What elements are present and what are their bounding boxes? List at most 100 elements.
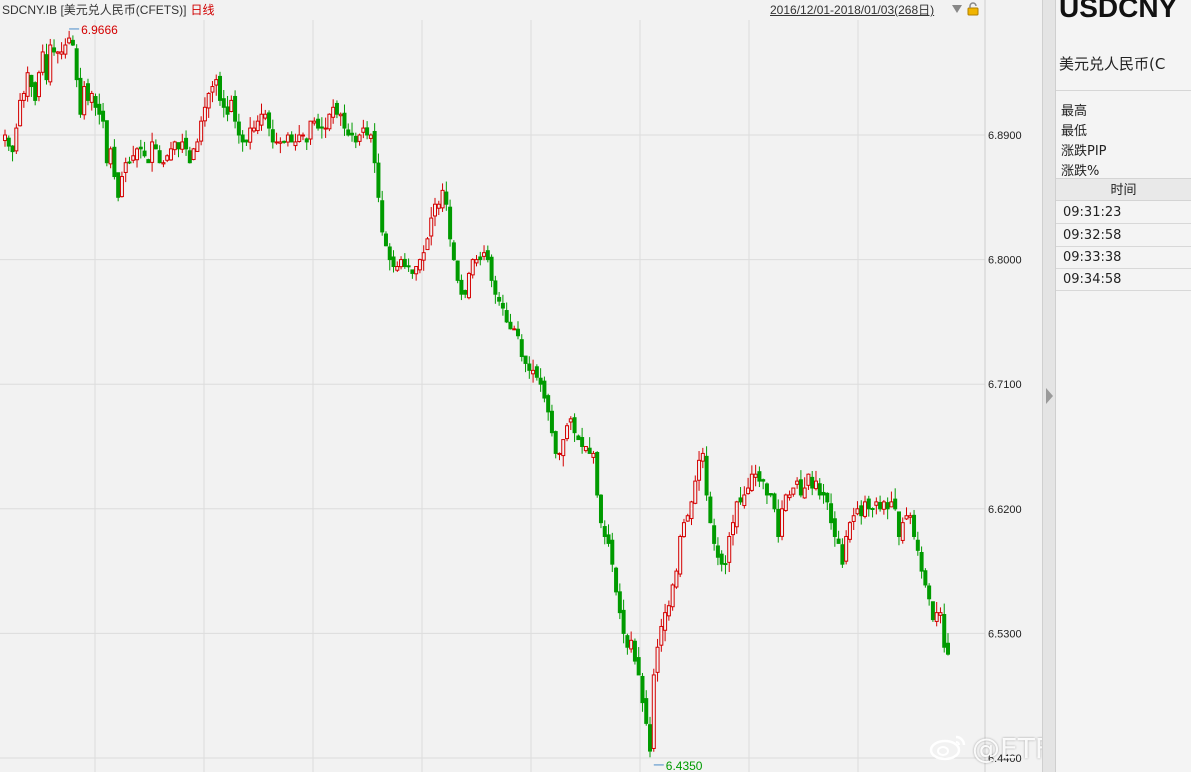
candle-body-up <box>693 480 698 504</box>
candle <box>10 145 15 162</box>
candle <box>791 487 796 497</box>
candle <box>206 92 211 118</box>
candle <box>240 130 245 152</box>
candle <box>414 266 419 281</box>
candle <box>29 74 34 97</box>
candle-body-up <box>474 259 479 264</box>
candle <box>482 245 487 261</box>
candle-body-up <box>195 141 200 152</box>
chart-area[interactable]: 6.8900 6.8000 6.7100 6.6200 6.5300 6.4400 6.96… <box>0 0 1163 772</box>
candle-body-down <box>523 355 528 364</box>
candle <box>738 487 743 505</box>
candle <box>101 102 106 129</box>
candle-body-down <box>708 496 713 524</box>
candlestick-chart[interactable]: 6.8900 6.8000 6.7100 6.6200 6.5300 6.4400 6.96… <box>0 0 1042 772</box>
candle-body-down <box>402 258 407 268</box>
candle <box>323 117 328 138</box>
candle-body-down <box>866 498 871 510</box>
candle-body-down <box>112 146 117 178</box>
candle-body-up <box>180 141 185 150</box>
time-row: 09:31:23 <box>1056 202 1191 224</box>
candle-body-down <box>508 321 513 330</box>
candle-body-down <box>85 83 90 101</box>
candle <box>14 123 19 155</box>
candle <box>813 470 818 491</box>
candle-body-down <box>78 77 83 115</box>
candle-body-up <box>855 508 860 515</box>
candle <box>297 125 302 143</box>
candle <box>787 490 792 501</box>
stat-high-label: 最高 <box>1061 104 1088 119</box>
candle <box>199 116 204 146</box>
candle <box>927 583 932 606</box>
candle-body-down <box>146 159 151 164</box>
collapse-arrow-icon[interactable] <box>1046 388 1053 404</box>
candle <box>855 501 860 516</box>
candle-body-up <box>583 446 588 452</box>
candle <box>693 475 698 505</box>
candle-body-up <box>399 259 404 268</box>
candle <box>644 690 649 726</box>
candle <box>663 603 668 642</box>
candle-body-down <box>383 233 388 247</box>
candle <box>455 260 460 284</box>
candle-body-up <box>278 141 283 144</box>
candle <box>704 446 709 501</box>
candle <box>938 607 943 624</box>
candle-body-down <box>138 146 143 150</box>
candle <box>470 258 475 279</box>
candle-body-up <box>199 120 204 142</box>
candle <box>485 245 490 263</box>
candle <box>274 132 279 145</box>
candle <box>523 355 528 373</box>
candle-body-down <box>221 98 226 108</box>
candle <box>410 269 415 279</box>
candle-body-down <box>553 431 558 454</box>
candle <box>874 497 879 515</box>
candle <box>402 253 407 269</box>
candle <box>527 356 532 379</box>
lock-icon[interactable] <box>966 2 980 16</box>
candle-body-down <box>334 102 339 115</box>
panel-divider[interactable] <box>1042 0 1056 772</box>
candle <box>629 631 634 653</box>
candle-body-up <box>297 134 302 142</box>
candle-body-up <box>557 452 562 455</box>
candle <box>82 81 87 120</box>
candle-body-down <box>342 112 347 129</box>
candle-body-down <box>946 642 950 655</box>
candle <box>131 145 136 164</box>
candle <box>289 131 294 143</box>
candle-body-down <box>836 538 841 544</box>
date-range-label[interactable]: 2016/12/01-2018/01/03(268日) <box>770 3 935 17</box>
candle-body-down <box>821 491 826 496</box>
candle-body-up <box>934 612 939 622</box>
candle <box>463 289 468 299</box>
candle-body-down <box>912 514 917 537</box>
candle <box>451 240 456 261</box>
candle-body-down <box>942 614 947 648</box>
candle-body-down <box>896 511 901 537</box>
candle-body-up <box>663 612 668 631</box>
candle-body-up <box>82 86 87 116</box>
candle <box>48 38 53 86</box>
candle-body-down <box>10 145 15 153</box>
candle-body-down <box>576 435 581 441</box>
candle-body-down <box>595 452 600 496</box>
candle <box>334 100 339 119</box>
candle-body-up <box>813 480 818 490</box>
candle-body-down <box>580 437 585 448</box>
candle-body-up <box>259 113 264 126</box>
candle <box>59 42 64 60</box>
candle-body-down <box>719 553 724 565</box>
period-label[interactable]: 日线 <box>190 3 215 17</box>
candle <box>444 181 449 211</box>
candle <box>764 482 769 505</box>
candle <box>610 532 615 572</box>
candle-body-down <box>497 296 502 302</box>
candle <box>308 120 313 145</box>
candle-body-down <box>636 657 641 676</box>
candle-body-down <box>365 127 370 136</box>
candle <box>666 600 671 621</box>
dropdown-arrow-icon[interactable] <box>952 5 962 13</box>
